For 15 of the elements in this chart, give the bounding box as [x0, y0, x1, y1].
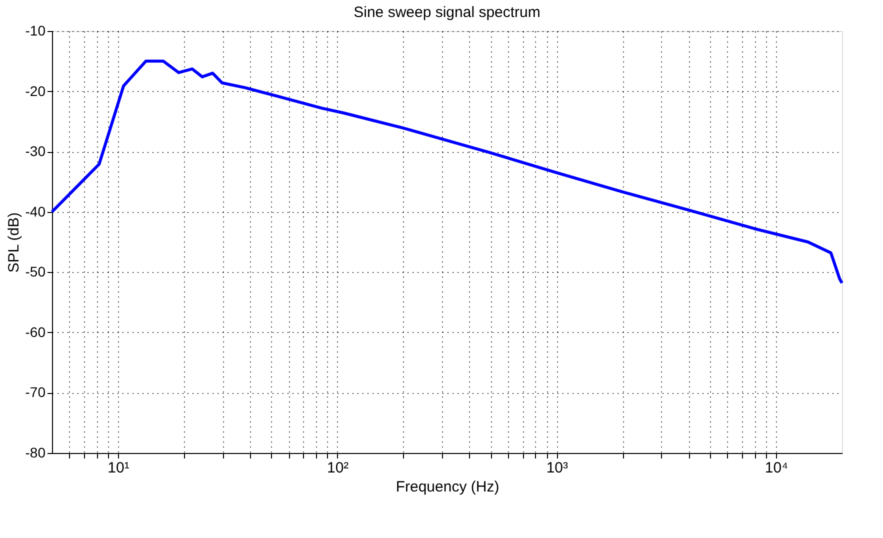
x-tick-label: 10³	[546, 460, 568, 476]
x-tick-label: 10¹	[108, 460, 130, 476]
y-tick-label: -70	[25, 384, 46, 400]
y-tick-label: -60	[25, 324, 46, 340]
y-tick-label: -50	[25, 264, 46, 280]
x-axis-title: Frequency (Hz)	[396, 478, 500, 496]
y-axis-title: SPL (dB)	[5, 212, 22, 273]
y-tick-label: -20	[25, 82, 46, 99]
chart-title: Sine sweep signal spectrum	[354, 4, 540, 21]
y-tick-label: -30	[25, 143, 46, 160]
x-tick-label: 10²	[326, 460, 349, 476]
y-tick-label: -10	[25, 22, 46, 38]
x-tick-label: 10⁴	[764, 460, 788, 476]
y-tick-label: -80	[25, 444, 46, 460]
y-tick-label: -40	[25, 203, 46, 220]
